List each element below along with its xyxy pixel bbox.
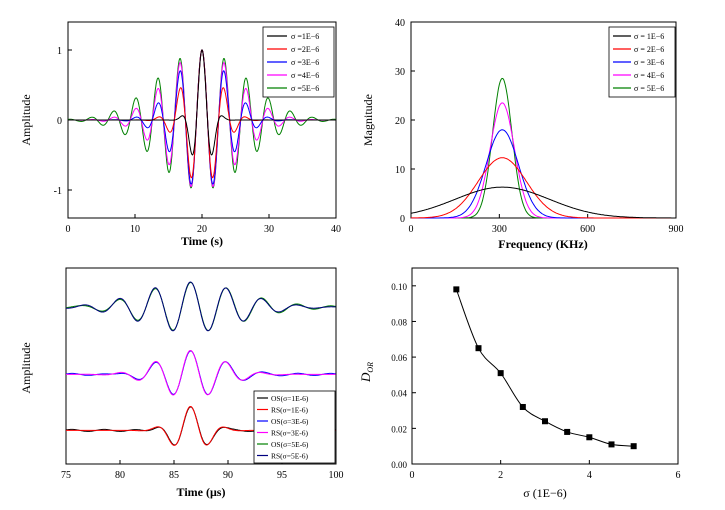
panel-d-data-point [630,443,637,450]
panel-b-ytick-label: 10 [395,165,405,176]
panel-d-ytick-label: 0.08 [391,317,407,327]
panel-d-data-point [475,345,482,352]
panel-c-xtick-label: 85 [169,470,179,481]
panel-d-xtick-label: 0 [410,470,415,481]
panel-b-series-line [411,129,676,219]
panel-b-ytick-label: 20 [395,116,405,127]
panel-d-ytick-label: 0.02 [391,424,407,434]
panel-c-xlabel: Time (μs) [177,485,226,499]
panel-a-ytick-label: -1 [54,186,62,197]
panel-d-ytick-label: 0.06 [391,353,407,363]
panel-c-xtick-label: 75 [61,470,71,481]
panel-c-xtick-label: 90 [223,470,233,481]
panel-a-legend: σ =1E−6 σ =2E−6 σ =3E−6 σ =4E−6 σ =5E−6 [262,26,335,98]
panel-a-xtick-label: 0 [66,224,71,235]
panel-c-series-line [66,350,336,396]
panel-c-ylabel: Amplitude [19,342,33,393]
panel-d-data-point [519,403,526,410]
panel-b-legend-label: σ = 3E−6 [634,58,664,67]
panel-c-series-line [65,350,336,395]
panel-b-xtick-label: 600 [580,224,595,235]
panel-a-ytick-label: 0 [57,116,62,127]
panel-b-ylabel: Magnitude [361,94,375,146]
panel-a-legend-label: σ =2E−6 [291,45,319,54]
panel-c-legend-label: OS(σ=3E-6) [271,417,309,426]
panel-c-legend-label: OS(σ=5E-6) [271,440,309,449]
panel-d-data-point [564,428,571,435]
panel-c-xtick-label: 95 [277,470,287,481]
panel-c-legend-label: RS(σ=1E-6) [271,406,309,415]
panel-d-data-point [586,434,593,441]
panel-d-ylabel-sub: OR [366,362,375,373]
panel-a-series-line [68,49,336,156]
panel-b-series-line [410,157,676,219]
panel-b-legend-label: σ = 2E−6 [634,45,664,54]
panel-a-xtick-label: 10 [130,224,140,235]
panel-c-frame [65,267,337,465]
panel-b-legend-label: σ = 5E−6 [634,84,664,93]
panel-d-ylabel-main: D [358,372,373,383]
panel-d-xlabel: σ (1E−6) [523,486,567,500]
panel-a-ytick-label: 1 [57,46,62,57]
panel-d-dor-vs-sigma: 0 2 4 6 0.00 0.02 0.04 0.06 0.08 0.10 σ (1E−6) DO… [358,267,681,500]
panel-b-ytick-label: 30 [395,67,405,78]
panel-c-signal-comparison: 75 80 85 90 95 100 Time (μs) Amplitude OS(σ=1… [19,267,344,499]
panel-d-data-point [542,418,548,425]
panel-a-legend-label: σ =4E−6 [291,71,319,80]
panel-c-legend-label: RS(σ=5E-6) [271,452,309,461]
panel-b-xtick-label: 300 [492,224,507,235]
panel-b-xtick-label: 0 [409,224,414,235]
panel-d-ytick-label: 0.10 [391,282,407,292]
panel-d-ytick-label: 0.00 [391,460,407,470]
panel-c-legend-label: OS(σ=1E-6) [271,394,309,403]
panel-b-ytick-label: 0 [400,214,405,225]
panel-b-xtick-label: 900 [669,224,684,235]
panel-b-series-line [410,186,676,219]
panel-d-frame [411,267,679,465]
panel-b-ytick-label: 40 [395,18,405,29]
panel-a-legend-label: σ =1E−6 [291,32,319,41]
panel-d-data-point [497,370,504,377]
panel-b-legend: σ = 1E−6 σ = 2E−6 σ = 3E−6 σ = 4E−6 σ = 5E−6 [608,26,676,98]
panel-c-xtick-label: 80 [115,470,125,481]
panel-c-legend-label: RS(σ=3E-6) [271,429,309,438]
panel-b-legend-label: σ = 4E−6 [634,71,664,80]
panel-a-xlabel: Time (s) [181,234,223,248]
panel-a-legend-label: σ =5E−6 [291,84,319,93]
panel-a-ylabel: Amplitude [19,94,33,145]
panel-c-xtick-label: 100 [329,470,344,481]
panel-d-ytick-label: 0.04 [391,389,407,399]
panel-d-data-point [453,286,460,293]
panel-d-xtick-label: 4 [587,470,592,481]
svg-text:DOR: DOR [358,362,375,383]
panel-c-legend-box [253,390,336,464]
panel-a-xtick-label: 20 [197,224,207,235]
panel-c-series-line [66,281,336,332]
panel-d-xtick-label: 6 [676,470,681,481]
panel-a-legend-label: σ =3E−6 [291,58,319,67]
panel-b-legend-label: σ = 1E−6 [634,32,664,41]
panel-a-xtick-label: 40 [331,224,341,235]
panel-d-ylabel: DOR [358,362,375,383]
panel-b-xlabel: Frequency (KHz) [498,237,587,251]
panel-c-series-line [66,282,336,331]
panel-c-legend: OS(σ=1E-6) RS(σ=1E-6) OS(σ=3E-6) RS(σ=3E-6)… [253,390,336,464]
panel-d-xtick-label: 2 [498,470,503,481]
panel-a-xtick-label: 30 [264,224,274,235]
panel-d-data-point [608,441,615,448]
panel-b-frequency-spectra: 0 300 600 900 0 10 20 30 40 Frequency (KHz) Magn… [361,18,684,251]
